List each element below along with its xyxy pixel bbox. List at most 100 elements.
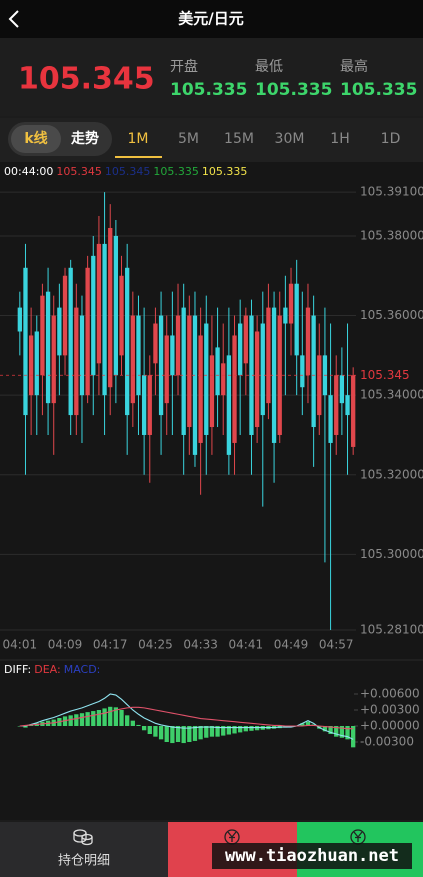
legend-item: 105.345 (105, 165, 151, 178)
candle-body (254, 331, 260, 428)
macd-bar (68, 715, 73, 726)
candle-body (198, 335, 203, 443)
y-tick-label: -0.00300 (360, 735, 414, 749)
macd-bar (334, 726, 339, 737)
candle-body (68, 267, 73, 416)
macd-bar (96, 710, 102, 726)
x-tick-label: 04:49 (274, 638, 309, 652)
period-tab[interactable]: 1D (381, 131, 401, 147)
macd-line (19, 706, 354, 730)
quote-panel (0, 38, 423, 116)
macd-bar (345, 726, 350, 740)
y-tick-label: 105.39100 (360, 185, 423, 199)
watermark-box (212, 843, 412, 869)
back-button[interactable] (8, 10, 19, 28)
macd-bar (198, 726, 203, 740)
period-tab[interactable]: 30M (275, 131, 305, 147)
period-tab[interactable]: 1M (128, 131, 149, 147)
macd-bar (221, 726, 226, 736)
y-tick-label: +0.00000 (360, 719, 420, 733)
macd-bar (23, 726, 28, 728)
candle-body (249, 315, 254, 435)
candle-body (91, 255, 96, 376)
macd-bar (108, 706, 113, 726)
candle-body (153, 323, 158, 364)
x-tick-label: 04:57 (319, 638, 354, 652)
macd-bar (238, 726, 243, 733)
y-tick-label: +0.00600 (360, 687, 420, 701)
candle-body (339, 375, 345, 404)
macd-bar (249, 726, 254, 731)
candle-body (300, 355, 305, 388)
candle-body (232, 335, 237, 443)
y-tick-label: 105.30000 (360, 547, 423, 561)
quote-value: 105.335 (170, 80, 247, 100)
period-tab[interactable]: 5M (178, 131, 199, 147)
macd-bar (187, 726, 192, 742)
candle-body (226, 355, 232, 455)
macd-bar (74, 714, 79, 726)
x-tick-label: 04:17 (93, 638, 128, 652)
nav-bar (0, 0, 423, 38)
legend-item: MACD: (64, 663, 101, 676)
macd-bar (91, 711, 96, 726)
period-tab[interactable]: 1H (330, 131, 349, 147)
candle-body (113, 235, 119, 376)
macd-bar (226, 726, 232, 735)
macd-bar (125, 715, 130, 726)
macd-bar (322, 726, 328, 732)
candle-body (85, 267, 90, 396)
y-tick-label: 105.34000 (360, 388, 423, 402)
page-title: 美元/日元 (178, 10, 243, 28)
candle-body (328, 395, 333, 443)
candle-body (271, 307, 277, 443)
candle-body (243, 315, 248, 364)
macd-bar (113, 707, 119, 726)
quote-label: 最低 (255, 59, 283, 75)
macd-bar (209, 726, 215, 737)
candle-body (215, 347, 220, 396)
candle-body (28, 335, 34, 396)
macd-bar (232, 726, 237, 734)
candle-body (74, 307, 79, 416)
last-price: 105.345 (18, 62, 155, 97)
mode-tab[interactable]: k线 (24, 130, 47, 147)
quote-value: 105.335 (255, 80, 332, 100)
legend-item: 105.335 (153, 165, 199, 178)
period-tab[interactable]: 15M (224, 131, 254, 147)
candle-body (181, 307, 186, 435)
candle-body (170, 335, 175, 376)
period-underline (115, 156, 162, 158)
macd-bar (300, 723, 305, 726)
y-tick-label: 105.38000 (360, 228, 423, 242)
x-tick-label: 04:01 (3, 638, 38, 652)
candle-body (311, 315, 316, 428)
candle-body (283, 307, 288, 324)
candle-body (62, 275, 68, 356)
x-tick-label: 04:33 (183, 638, 218, 652)
macd-bar (170, 726, 175, 744)
candle-body (277, 315, 282, 435)
candle-body (108, 227, 113, 388)
candle-body (294, 283, 299, 356)
legend-item: 00:44:00 (4, 165, 53, 178)
candle-body (136, 315, 141, 396)
candle-body (40, 295, 45, 376)
candle-body (23, 267, 28, 416)
mode-tab[interactable]: 走势 (71, 130, 99, 147)
candle-body (119, 275, 124, 356)
x-tick-label: 04:41 (229, 638, 264, 652)
y-tick-label: +0.00300 (360, 703, 420, 717)
candle-body (204, 323, 209, 435)
last-price-label: 105.345 (360, 368, 410, 382)
candle-body (125, 267, 130, 416)
macd-bar (243, 726, 248, 732)
y-tick-label: 105.28100 (360, 623, 423, 637)
macd-bar (136, 724, 141, 726)
candle-body (317, 355, 322, 416)
sell-icon (350, 829, 366, 845)
x-tick-label: 04:09 (48, 638, 83, 652)
candle-body (17, 307, 22, 332)
quote-label: 开盘 (170, 58, 198, 75)
